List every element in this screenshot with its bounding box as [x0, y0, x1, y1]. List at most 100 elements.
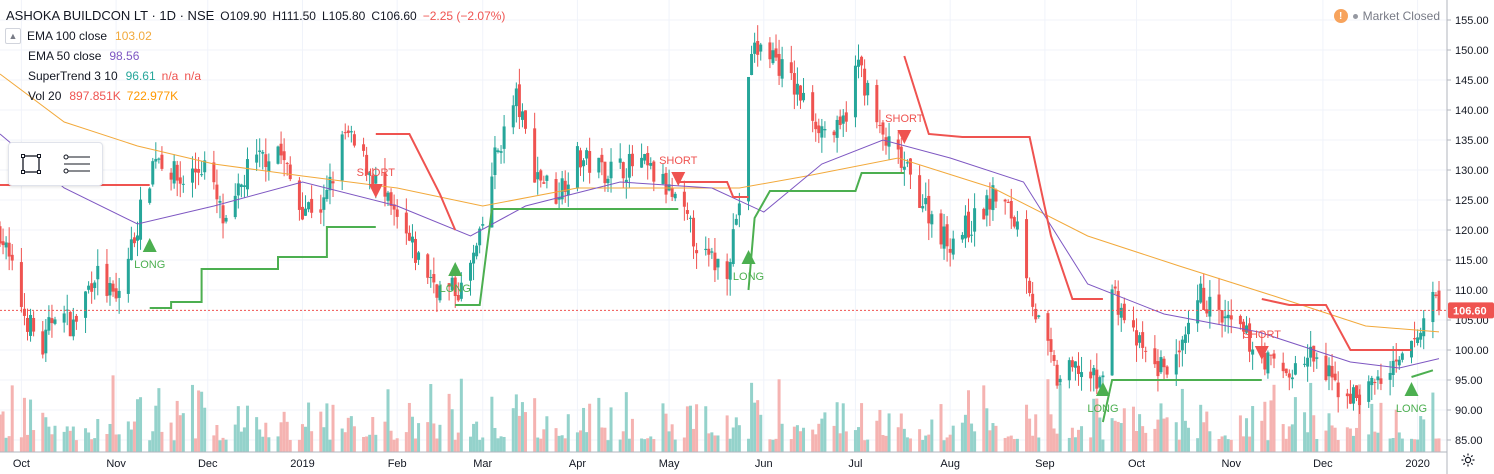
- indicator-volume[interactable]: Vol 20 897.851K 722.977K: [6, 86, 505, 106]
- volume-bar: [1388, 438, 1392, 452]
- volume-bar: [1391, 437, 1395, 452]
- market-status[interactable]: ! Market Closed: [1333, 9, 1440, 23]
- volume-bar: [820, 418, 824, 452]
- volume-bar: [563, 438, 567, 452]
- candle-body: [560, 178, 564, 200]
- volume-bar: [1263, 401, 1267, 452]
- rectangle-icon[interactable]: [20, 153, 42, 175]
- time-tick-label: May: [659, 458, 680, 470]
- candle-body: [963, 215, 967, 239]
- candle-body: [135, 235, 139, 241]
- candle-body: [1336, 382, 1340, 398]
- ema100-line: [0, 73, 1440, 333]
- candle-body: [1251, 349, 1255, 355]
- candle-body: [774, 48, 778, 58]
- candle-body: [1101, 375, 1105, 378]
- candle-body: [197, 168, 201, 173]
- candle-body: [1202, 287, 1206, 310]
- volume-bar: [1238, 415, 1242, 452]
- supertrend-down: [375, 133, 457, 231]
- price-tick-label: 85.00: [1455, 435, 1483, 447]
- chevron-up-icon[interactable]: ▲: [5, 28, 21, 44]
- candle-body: [863, 68, 867, 96]
- candle-body: [365, 154, 369, 175]
- volume-bar: [10, 385, 14, 452]
- candle-body: [472, 252, 476, 264]
- volume-bar: [951, 425, 955, 452]
- volume-bar: [1006, 436, 1010, 452]
- volume-bar: [960, 422, 964, 452]
- volume-bar: [692, 428, 696, 452]
- volume-bar: [151, 431, 155, 452]
- indicator-ema100[interactable]: ▲ EMA 100 close 103.02: [5, 26, 505, 46]
- candle-body: [154, 158, 158, 162]
- indicator-ema50[interactable]: EMA 50 close 98.56: [6, 46, 505, 66]
- volume-bar: [447, 393, 451, 452]
- symbol-title: ASHOKA BUILDCON LT · 1D · NSE: [6, 8, 215, 23]
- ohlc-l: L105.80: [321, 9, 366, 23]
- candle-body: [215, 184, 219, 200]
- volume-bar: [863, 440, 867, 452]
- long-signal-label: LONG: [733, 271, 764, 283]
- volume-bar: [65, 426, 69, 452]
- candle-body: [1266, 352, 1270, 374]
- volume-bar: [1003, 437, 1007, 452]
- candle-body: [481, 224, 485, 226]
- gear-icon[interactable]: [1460, 452, 1476, 473]
- candle-body: [875, 85, 879, 123]
- volume-bar: [661, 403, 665, 452]
- candle-body: [282, 151, 286, 161]
- time-tick-label: Dec: [198, 458, 218, 470]
- candle-body: [148, 188, 152, 203]
- candle-body: [395, 209, 399, 217]
- candle-body: [245, 159, 249, 190]
- candle-body: [44, 329, 48, 354]
- candle-body: [1037, 315, 1041, 317]
- volume-bar: [169, 422, 173, 452]
- candle-body: [447, 283, 451, 287]
- volume-bar: [780, 423, 784, 452]
- candle-body: [780, 59, 784, 79]
- candle-body: [352, 134, 356, 146]
- candle-body: [523, 110, 527, 129]
- short-signal-label: SHORT: [659, 155, 698, 167]
- price-tick-label: 150.00: [1455, 45, 1489, 57]
- volume-bar: [279, 422, 283, 452]
- long-signal-arrow: [448, 262, 463, 276]
- supertrend-line: [0, 55, 1434, 423]
- price-tick-label: 135.00: [1455, 135, 1489, 147]
- candle-body: [960, 234, 964, 240]
- candle-body: [499, 151, 503, 153]
- candle-body: [948, 248, 952, 253]
- candle-body: [1098, 377, 1102, 388]
- volume-bar: [649, 436, 653, 452]
- supertrend-down: [903, 55, 1103, 300]
- volume-bar: [927, 434, 931, 452]
- candle-body: [646, 152, 650, 166]
- candle-body: [1229, 315, 1233, 320]
- price-tick-label: 130.00: [1455, 165, 1489, 177]
- volume-bar: [908, 438, 912, 452]
- candle-body: [814, 121, 818, 130]
- candle-body: [1324, 355, 1328, 381]
- warning-icon[interactable]: !: [1333, 9, 1348, 23]
- volume-bar: [878, 409, 882, 452]
- volume-bar: [1110, 418, 1114, 452]
- volume-bar: [1153, 428, 1157, 452]
- lines-icon[interactable]: [63, 153, 91, 175]
- long-signal-arrow: [741, 250, 756, 264]
- indicator-supertrend[interactable]: SuperTrend 3 10 96.61 n/a n/a: [6, 66, 505, 86]
- volume-bar: [963, 414, 967, 452]
- volume-bar: [918, 429, 922, 452]
- short-signal-label: SHORT: [357, 167, 396, 179]
- ohlc-h: H111.50: [272, 9, 316, 23]
- candle-body: [802, 92, 806, 101]
- candle-body: [618, 158, 622, 163]
- volume-bar: [22, 397, 26, 452]
- candle-body: [1135, 330, 1139, 346]
- candle-body: [25, 317, 29, 332]
- volume-bar: [618, 439, 622, 452]
- volume-bar: [288, 439, 292, 452]
- candle-body: [1186, 322, 1190, 335]
